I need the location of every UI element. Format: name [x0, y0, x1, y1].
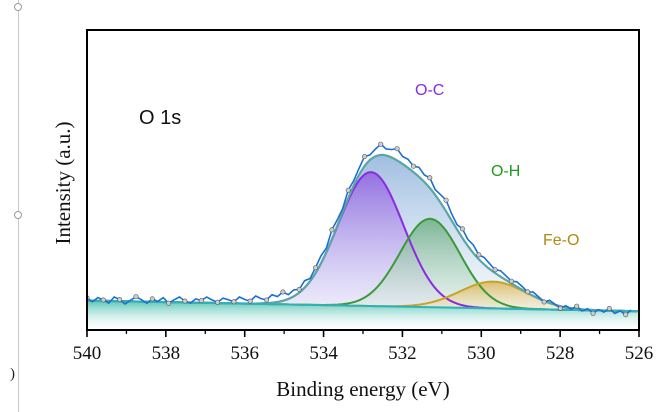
x-axis-label: Binding energy (eV)	[276, 377, 449, 401]
raw-data-point	[215, 299, 221, 305]
raw-data-point	[508, 278, 514, 284]
y-axis-label: Intensity (a.u.)	[51, 121, 75, 244]
raw-data-point	[264, 297, 270, 303]
raw-data-point	[590, 310, 596, 316]
raw-data-point	[557, 305, 563, 311]
raw-data-point	[100, 297, 106, 303]
spectrum-annotation: O 1s	[139, 107, 181, 129]
panel-edge-handle-top[interactable]	[14, 3, 22, 11]
raw-data-point	[296, 286, 302, 292]
raw-data-point	[427, 175, 433, 181]
raw-data-point	[361, 154, 367, 160]
raw-data-point	[443, 197, 449, 203]
o-c-peak-label: O-C	[415, 82, 444, 99]
background-area	[87, 300, 639, 330]
raw-data-point	[231, 299, 237, 305]
raw-data-line	[87, 143, 632, 316]
background-line	[87, 299, 639, 313]
raw-data-point	[345, 187, 351, 193]
raw-data-point	[574, 303, 580, 309]
raw-data-point	[312, 265, 318, 271]
x-tick-label: 534	[309, 343, 338, 364]
raw-data-points	[87, 141, 629, 318]
raw-data-point	[149, 296, 155, 302]
x-axis-ticks	[86, 330, 640, 337]
x-tick-label: 538	[152, 343, 181, 364]
raw-data-point	[378, 141, 384, 147]
raw-data-point	[280, 289, 286, 295]
raw-data-point	[492, 267, 498, 273]
x-tick-label: 536	[230, 343, 259, 364]
raw-data-point	[459, 226, 465, 232]
raw-data-point	[606, 305, 612, 311]
x-tick-label: 526	[625, 343, 654, 364]
raw-data-point	[394, 146, 400, 152]
fe-o-peak-label: Fe-O	[543, 232, 579, 249]
raw-data-point	[198, 298, 204, 304]
o-h-peak-label: O-H	[491, 163, 520, 180]
raw-data-point	[329, 227, 335, 233]
x-tick-label: 532	[388, 343, 417, 364]
raw-data-point	[623, 312, 629, 318]
raw-data-point	[541, 299, 547, 305]
raw-data-point	[410, 163, 416, 169]
raw-data-point	[247, 298, 253, 304]
x-tick-label: 528	[546, 343, 575, 364]
x-tick-label: 540	[73, 343, 102, 364]
panel-edge-glyph: )	[10, 366, 15, 382]
raw-data-point	[117, 297, 123, 303]
raw-data-point	[476, 252, 482, 258]
x-tick-label: 530	[467, 343, 496, 364]
raw-data-point	[133, 294, 139, 300]
raw-data-point	[182, 298, 188, 304]
o-c-peak-area	[87, 172, 639, 312]
panel-edge-handle-middle[interactable]	[14, 211, 22, 219]
x-axis-tick-labels: 540 538 536 534 532 530 528 526	[73, 343, 654, 364]
plot-layers	[87, 141, 639, 330]
panel-edge-line	[18, 0, 19, 412]
raw-data-point	[166, 300, 172, 306]
raw-data-point	[525, 289, 531, 295]
